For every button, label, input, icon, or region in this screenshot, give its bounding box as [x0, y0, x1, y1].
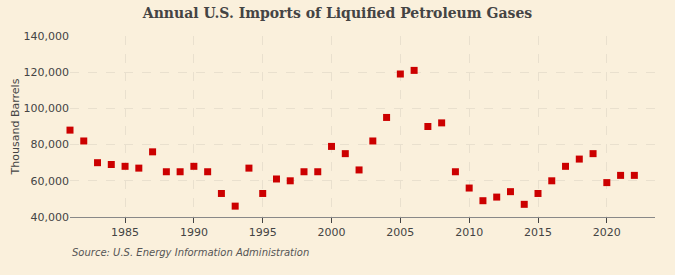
- svg-text:2015: 2015: [524, 226, 552, 239]
- svg-text:2000: 2000: [318, 226, 346, 239]
- svg-text:120,000: 120,000: [24, 66, 70, 79]
- svg-text:1990: 1990: [180, 226, 208, 239]
- svg-text:1995: 1995: [249, 226, 277, 239]
- svg-text:2005: 2005: [386, 226, 414, 239]
- svg-text:140,000: 140,000: [24, 30, 70, 43]
- svg-text:2020: 2020: [593, 226, 621, 239]
- svg-text:2010: 2010: [455, 226, 483, 239]
- svg-text:40,000: 40,000: [31, 211, 70, 224]
- svg-text:1985: 1985: [111, 226, 139, 239]
- svg-text:Thousand Barrels: Thousand Barrels: [9, 78, 22, 175]
- svg-text:Source: U.S. Energy Informatio: Source: U.S. Energy Information Administ…: [72, 247, 309, 258]
- svg-text:100,000: 100,000: [24, 102, 70, 115]
- svg-text:60,000: 60,000: [31, 175, 70, 188]
- svg-text:Annual U.S. Imports of Liquifi: Annual U.S. Imports of Liquified Petrole…: [142, 5, 532, 21]
- svg-text:80,000: 80,000: [31, 138, 70, 151]
